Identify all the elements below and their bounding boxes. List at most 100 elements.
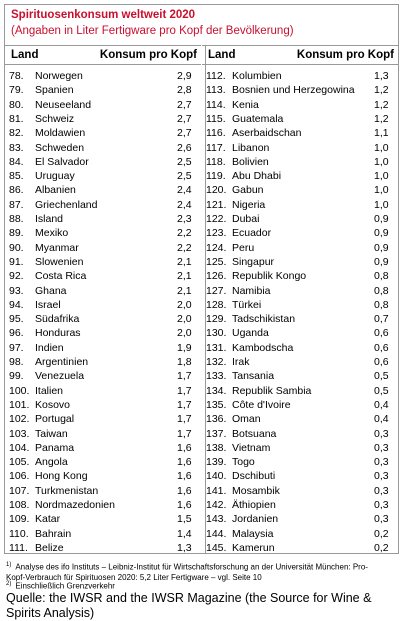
country: Libanon [232,141,270,154]
value: 0,3 [374,470,389,483]
country: Jordanien [232,513,279,526]
country: El Salvador [35,155,89,168]
country: Venezuela [35,370,85,383]
country: Angola [35,456,68,469]
column-header: Konsum pro Kopf [99,49,197,61]
country: Island [35,213,64,225]
country: Kolumbien [232,70,282,82]
value: 1,0 [374,198,389,211]
country: Vietnam [232,441,271,454]
country: Singapur [232,255,275,268]
rank: 112. [206,70,226,82]
value: 2,1 [177,270,192,283]
value: 1,8 [177,356,192,368]
rank: 104. [9,441,30,454]
value: 1,2 [374,112,389,125]
value: 1,2 [374,84,389,97]
country: Slowenien [35,255,84,268]
value: 1,7 [177,427,192,440]
rank: 138. [206,441,227,454]
value: 1,7 [177,398,192,411]
value: 0,8 [374,284,389,297]
country: Äthiopien [232,499,276,511]
rank: 116. [206,127,226,140]
country: Ecuador [232,227,272,240]
country: Bahrain [35,527,72,540]
value: 1,0 [374,155,389,168]
country: Kambodscha [232,341,294,354]
rank: 134. [206,384,227,397]
rank: 98. [9,356,24,368]
value: 0,3 [374,484,389,497]
rank: 99. [9,370,24,383]
column-header: Land [11,49,39,61]
value: 1,6 [177,470,192,483]
country: Türkei [232,298,262,311]
value: 0,4 [374,398,389,411]
country: Israel [35,298,61,311]
country: Turkmenistan [35,484,99,497]
country: Neuseeland [35,98,92,111]
rank: 119. [206,170,226,183]
country: Bolivien [232,155,269,168]
country: Gabun [232,184,264,197]
rank: 137. [206,427,227,440]
rank: 132. [206,356,227,368]
rank: 133. [206,370,227,383]
country: Katar [35,513,61,526]
country: Aserbaidschan [232,127,302,140]
header-row: Land Konsum pro Kopf [202,45,398,65]
footnote-mark: 2) [6,581,12,587]
value: 0,5 [374,370,389,383]
rank: 117. [206,141,226,154]
rank: 105. [9,456,30,469]
value: 2,7 [177,112,192,125]
country: Norwegen [35,70,83,82]
value: 2,4 [177,198,192,211]
value: 2,7 [177,127,192,140]
rank: 136. [206,413,227,426]
country: Kosovo [35,398,71,411]
value: 1,9 [177,341,192,354]
country: Namibia [232,284,271,297]
country: Uganda [232,327,269,340]
country: Irak [232,356,250,368]
rank: 103. [9,427,30,440]
rank: 114. [206,98,226,111]
value: 0,7 [374,313,389,326]
country: Uruguay [35,170,75,183]
country: Dubai [232,213,260,225]
value: 1,6 [177,499,192,511]
value: 1,3 [374,70,389,82]
country: Abu Dhabi [232,170,282,183]
value: 0,3 [374,456,389,469]
rank: 88. [9,213,24,225]
rank: 96. [9,327,24,340]
country: Schweden [35,141,85,154]
rank: 118. [206,155,226,168]
rank: 89. [9,227,24,240]
country: Côte d'Ivoire [232,398,291,411]
rank: 85. [9,170,24,183]
value: 0,8 [374,298,389,311]
country: Taiwan [35,427,68,440]
value: 0,3 [374,427,389,440]
country: Indien [35,341,64,354]
rank: 82. [9,127,24,140]
value: 2,6 [177,141,192,154]
rank: 95. [9,313,24,326]
rank: 106. [9,470,30,483]
value: 2,7 [177,98,192,111]
country: Botsuana [232,427,277,440]
country: Mosambik [232,484,280,497]
rank: 107. [9,484,30,497]
rank: 94. [9,298,24,311]
value: 2,2 [177,241,192,254]
rank: 135. [206,398,227,411]
rank: 111. [9,541,28,554]
rank: 143. [206,513,227,526]
country: Mexiko [35,227,69,240]
rank: 80. [9,98,24,111]
country: Honduras [35,327,81,340]
